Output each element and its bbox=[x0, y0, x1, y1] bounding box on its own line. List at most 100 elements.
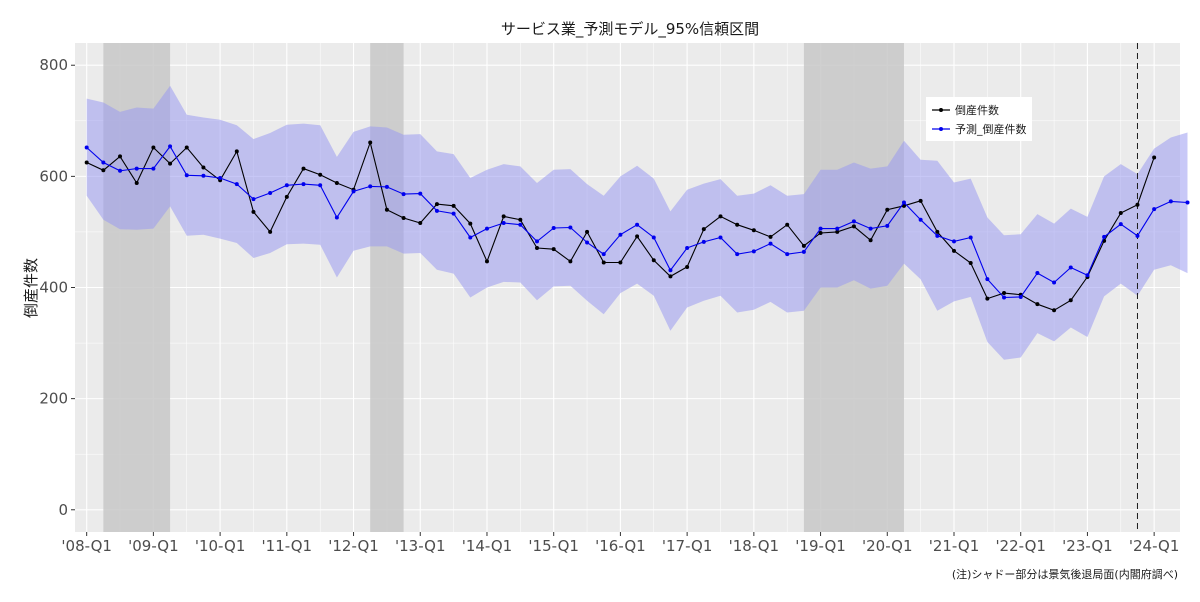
data-point-1 bbox=[1118, 222, 1123, 227]
data-point-0 bbox=[468, 221, 473, 226]
data-point-1 bbox=[84, 145, 89, 150]
data-point-1 bbox=[1135, 233, 1140, 238]
data-point-0 bbox=[84, 160, 89, 165]
x-tick-label: '10-Q1 bbox=[195, 537, 246, 555]
y-axis-title: 倒産件数 bbox=[22, 258, 40, 318]
data-point-1 bbox=[851, 219, 856, 224]
x-axis-ticks: '08-Q1 '09-Q1 '10-Q1 '11-Q1 '12-Q1 '13-Q1 '14-… bbox=[61, 532, 1179, 555]
data-point-0 bbox=[1068, 298, 1073, 303]
x-tick-label: '22-Q1 bbox=[995, 537, 1046, 555]
data-point-1 bbox=[951, 239, 956, 244]
data-point-1 bbox=[768, 241, 773, 246]
data-point-0 bbox=[251, 209, 256, 214]
data-point-1 bbox=[818, 226, 823, 231]
data-point-0 bbox=[785, 222, 790, 227]
data-point-1 bbox=[401, 192, 406, 197]
data-point-0 bbox=[284, 194, 289, 199]
data-point-0 bbox=[318, 172, 323, 177]
y-tick-label: 200 bbox=[39, 390, 68, 408]
x-tick-label: '16-Q1 bbox=[595, 537, 646, 555]
x-tick-label: '14-Q1 bbox=[462, 537, 513, 555]
data-point-0 bbox=[201, 165, 206, 170]
data-point-0 bbox=[151, 145, 156, 150]
data-point-1 bbox=[701, 239, 706, 244]
data-point-0 bbox=[384, 207, 389, 212]
data-point-0 bbox=[968, 261, 973, 266]
data-point-0 bbox=[401, 216, 406, 221]
data-point-1 bbox=[985, 277, 990, 282]
x-tick-label: '23-Q1 bbox=[1062, 537, 1113, 555]
legend-label-actual: 倒産件数 bbox=[955, 104, 999, 117]
data-point-1 bbox=[1168, 199, 1173, 204]
data-point-1 bbox=[334, 215, 339, 220]
data-point-0 bbox=[451, 203, 456, 208]
data-point-0 bbox=[751, 228, 756, 233]
y-tick-label: 400 bbox=[39, 279, 68, 297]
data-point-0 bbox=[601, 260, 606, 265]
data-point-1 bbox=[635, 222, 640, 227]
data-point-1 bbox=[351, 189, 356, 194]
data-point-0 bbox=[935, 229, 940, 234]
data-point-0 bbox=[118, 154, 123, 159]
data-point-1 bbox=[835, 226, 840, 231]
data-point-0 bbox=[868, 238, 873, 243]
data-point-0 bbox=[701, 227, 706, 232]
data-point-1 bbox=[284, 183, 289, 188]
data-point-1 bbox=[751, 249, 756, 254]
data-point-0 bbox=[685, 264, 690, 269]
data-point-1 bbox=[885, 223, 890, 228]
data-point-1 bbox=[1152, 207, 1157, 212]
data-point-1 bbox=[368, 184, 373, 189]
data-point-0 bbox=[1052, 308, 1057, 313]
data-point-1 bbox=[1185, 200, 1190, 205]
legend-marker-forecast bbox=[939, 127, 943, 131]
data-point-0 bbox=[618, 260, 623, 265]
data-point-0 bbox=[518, 217, 523, 222]
data-point-1 bbox=[151, 166, 156, 171]
data-point-1 bbox=[301, 182, 306, 187]
data-point-1 bbox=[601, 252, 606, 257]
data-point-0 bbox=[501, 214, 506, 219]
data-point-1 bbox=[718, 235, 723, 240]
data-point-0 bbox=[1118, 211, 1123, 216]
y-tick-label: 800 bbox=[39, 56, 68, 74]
x-tick-label: '15-Q1 bbox=[528, 537, 579, 555]
x-tick-label: '13-Q1 bbox=[395, 537, 446, 555]
data-point-1 bbox=[501, 221, 506, 226]
data-point-1 bbox=[518, 222, 523, 227]
data-point-1 bbox=[1085, 273, 1090, 278]
x-tick-label: '21-Q1 bbox=[929, 537, 980, 555]
data-point-0 bbox=[368, 140, 373, 145]
data-point-1 bbox=[484, 226, 489, 231]
recession-shade bbox=[370, 43, 404, 532]
x-tick-label: '19-Q1 bbox=[795, 537, 846, 555]
data-point-0 bbox=[651, 258, 656, 263]
x-tick-label: '24-Q1 bbox=[1129, 537, 1180, 555]
data-point-1 bbox=[1068, 265, 1073, 270]
data-point-0 bbox=[301, 166, 306, 171]
data-point-1 bbox=[451, 211, 456, 216]
data-point-1 bbox=[901, 200, 906, 205]
data-point-1 bbox=[935, 233, 940, 238]
data-point-0 bbox=[835, 229, 840, 234]
legend-box bbox=[926, 97, 1032, 141]
data-point-1 bbox=[568, 225, 573, 230]
data-point-1 bbox=[251, 197, 256, 202]
data-point-0 bbox=[268, 229, 273, 234]
data-point-0 bbox=[918, 198, 923, 203]
data-point-0 bbox=[1152, 155, 1157, 160]
data-point-0 bbox=[668, 274, 673, 279]
data-point-1 bbox=[168, 144, 173, 149]
data-point-0 bbox=[885, 207, 890, 212]
data-point-1 bbox=[535, 239, 540, 244]
data-point-0 bbox=[168, 161, 173, 166]
data-point-0 bbox=[234, 149, 239, 154]
data-point-0 bbox=[551, 247, 556, 252]
data-point-1 bbox=[1052, 280, 1057, 285]
data-point-0 bbox=[985, 296, 990, 301]
data-point-1 bbox=[234, 182, 239, 187]
data-point-1 bbox=[418, 191, 423, 196]
data-point-1 bbox=[468, 235, 473, 240]
data-point-1 bbox=[268, 191, 273, 196]
data-point-1 bbox=[785, 252, 790, 257]
